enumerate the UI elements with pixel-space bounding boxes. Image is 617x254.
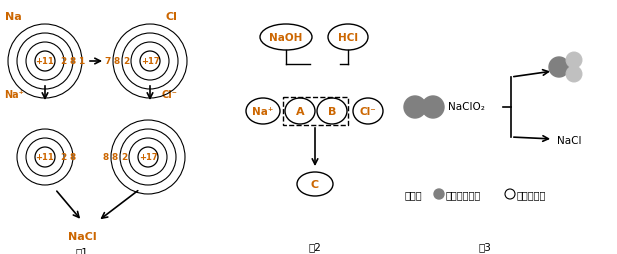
Text: +11: +11 [36,57,54,66]
Text: +17: +17 [139,153,157,162]
Text: 2: 2 [60,153,67,162]
Text: NaCl: NaCl [557,135,581,146]
Text: C: C [311,179,319,189]
Circle shape [434,189,444,199]
Text: Na⁺: Na⁺ [252,107,274,117]
Text: Cl: Cl [165,12,177,22]
Text: 2: 2 [123,57,129,66]
Text: Cl⁻: Cl⁻ [162,90,178,100]
Text: Na⁺: Na⁺ [4,90,24,100]
Circle shape [404,97,426,119]
Text: +11: +11 [36,153,54,162]
Text: 其中，: 其中， [405,189,423,199]
Text: 8: 8 [69,57,76,66]
Text: HCl: HCl [338,33,358,43]
Text: 8: 8 [103,153,109,162]
Circle shape [566,67,582,83]
Text: 2: 2 [121,153,127,162]
Text: A: A [296,107,304,117]
Text: Cl⁻: Cl⁻ [360,107,376,117]
Text: 表示氯原子，: 表示氯原子， [446,189,481,199]
Text: 8: 8 [112,153,118,162]
Circle shape [422,97,444,119]
Circle shape [549,58,569,78]
Text: NaCl: NaCl [68,231,96,241]
Text: 图1: 图1 [75,246,88,254]
Text: 7: 7 [105,57,111,66]
Text: 8: 8 [69,153,76,162]
Text: B: B [328,107,336,117]
Text: 2: 2 [60,57,67,66]
Text: 1: 1 [78,57,85,66]
Text: NaOH: NaOH [269,33,303,43]
Text: 8: 8 [114,57,120,66]
Text: NaClO₂: NaClO₂ [448,102,485,112]
Text: 图3: 图3 [479,241,491,251]
Text: 图2: 图2 [308,241,321,251]
Text: Na: Na [5,12,22,22]
Text: +17: +17 [141,57,159,66]
Circle shape [566,53,582,69]
Text: 表示氧原子: 表示氧原子 [517,189,547,199]
